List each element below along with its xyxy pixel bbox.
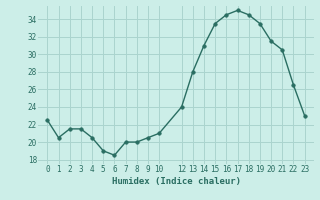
X-axis label: Humidex (Indice chaleur): Humidex (Indice chaleur) xyxy=(111,177,241,186)
